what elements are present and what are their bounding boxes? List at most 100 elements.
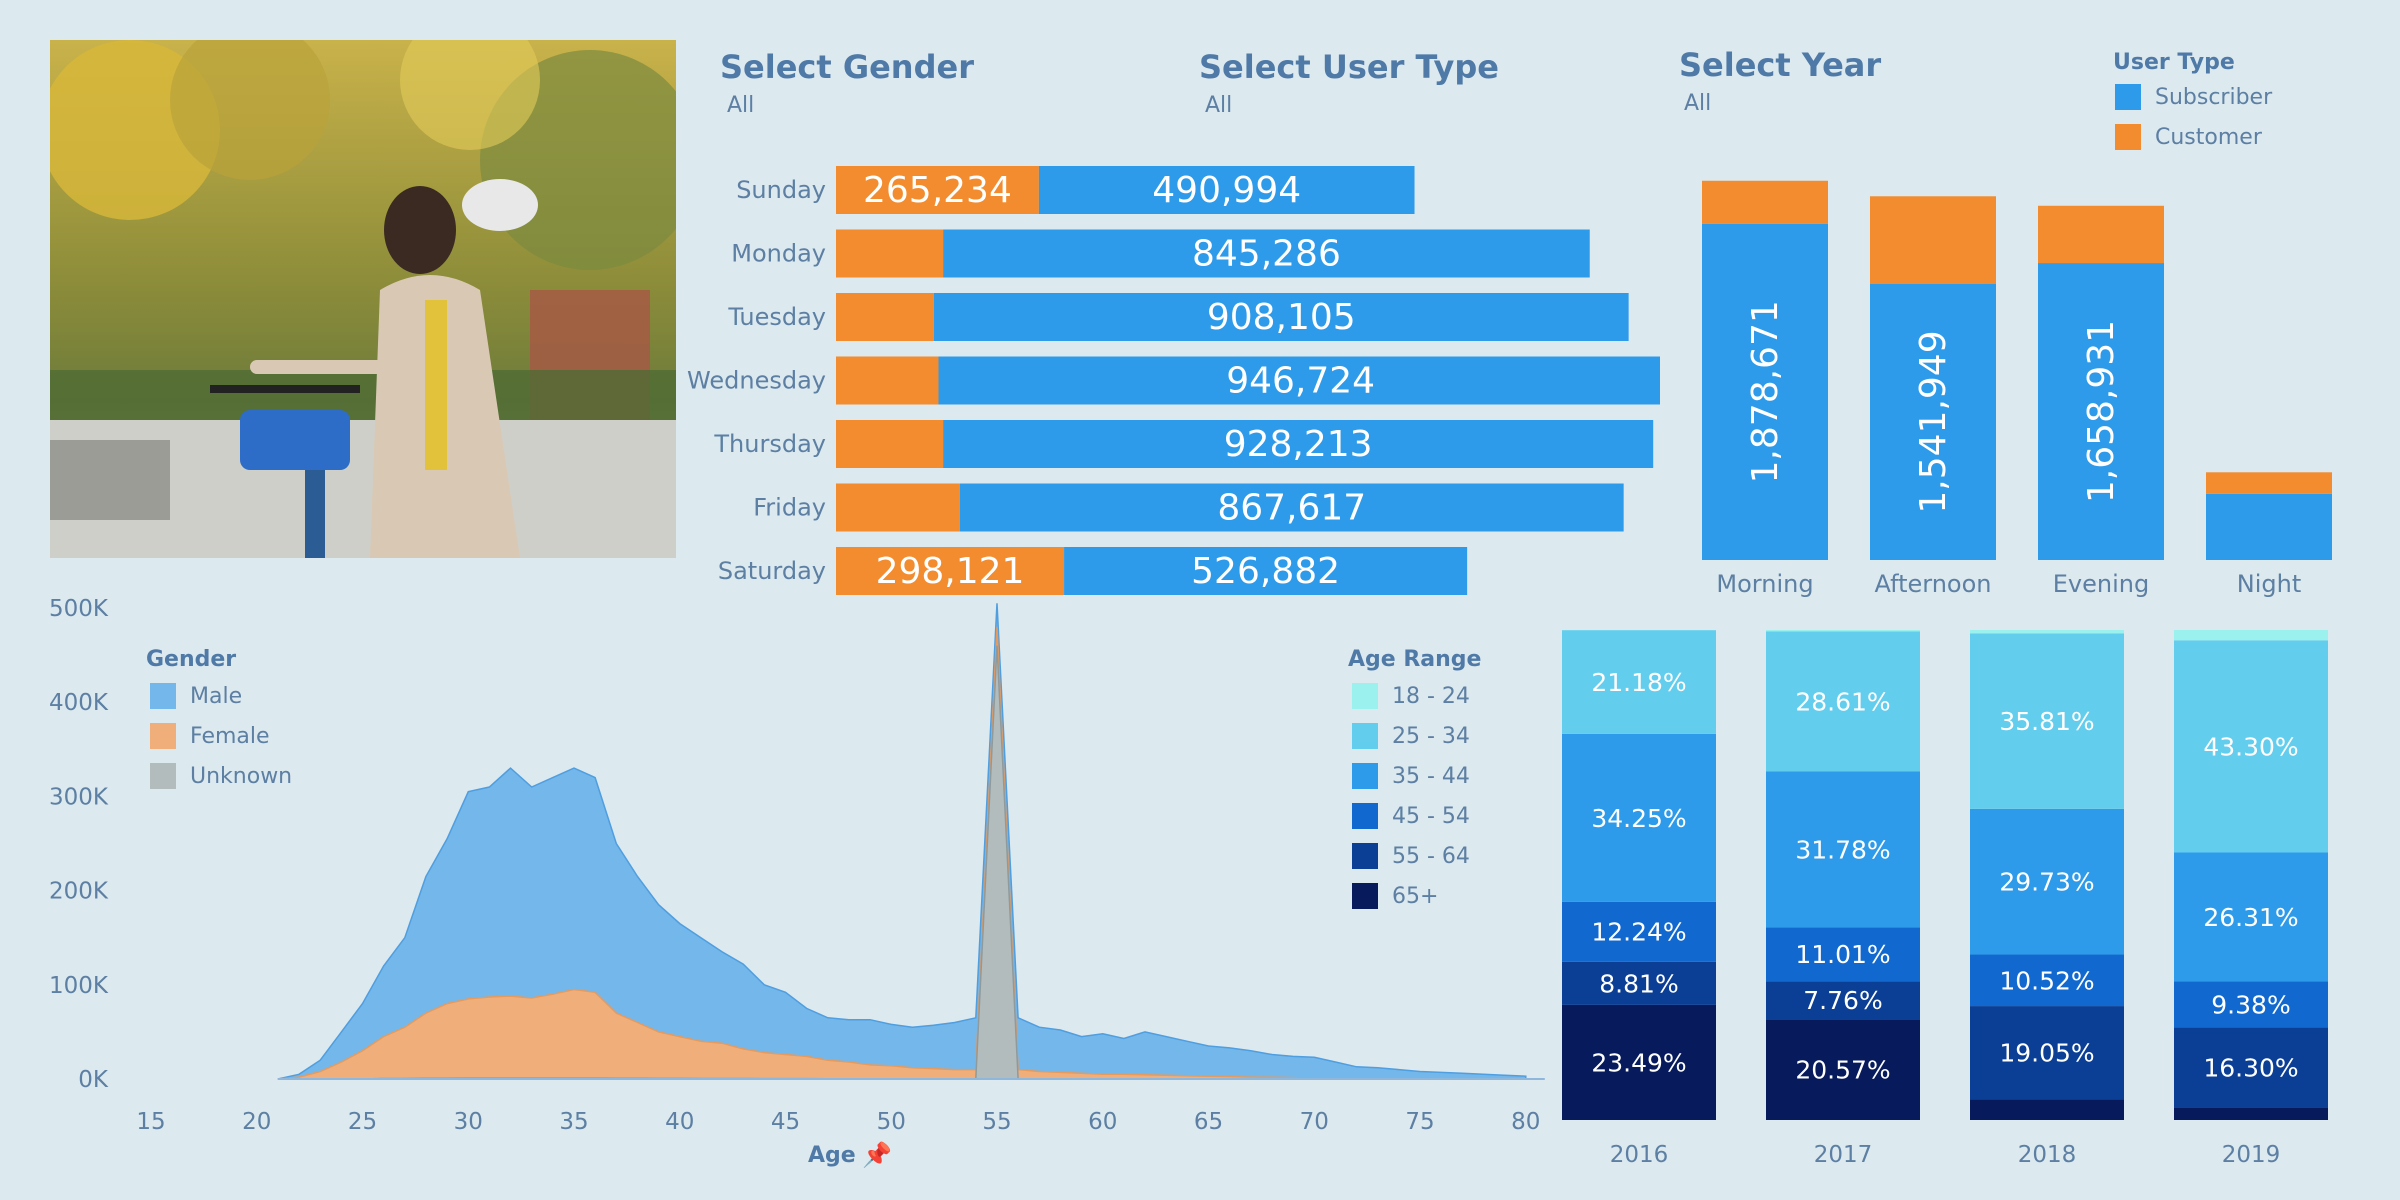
bar-customer-evening[interactable] [2038, 205, 2164, 264]
bar-customer-friday[interactable] [836, 483, 960, 532]
subscriber-swatch [2115, 84, 2141, 110]
x-tick-label: 50 [877, 1109, 906, 1135]
bar-subscriber-afternoon[interactable] [1870, 283, 1996, 560]
segment-55-64-2019[interactable] [2174, 1027, 2328, 1108]
x-tick-label: 20 [242, 1109, 271, 1135]
segment-55-64-2016[interactable] [1562, 961, 1716, 1005]
area-male[interactable] [277, 603, 1527, 1080]
legend-item-age-25-34[interactable]: 25 - 34 [1352, 723, 1470, 749]
segment-65-2016[interactable] [1562, 1004, 1716, 1120]
x-tick-label: 80 [1511, 1109, 1540, 1135]
time-label-night: Night [2237, 570, 2301, 598]
bar-subscriber-thursday[interactable] [943, 420, 1654, 468]
legend-item-age-55-64[interactable]: 55 - 64 [1352, 843, 1470, 869]
x-tick-label: 65 [1194, 1109, 1223, 1135]
user-type-filter-title: Select User Type [1199, 48, 1499, 86]
bar-customer-sunday[interactable] [836, 166, 1039, 214]
y-tick-label: 400K [49, 690, 109, 716]
segment-65-2019[interactable] [2174, 1107, 2328, 1120]
segment-35-44-2019[interactable] [2174, 852, 2328, 982]
segment-25-34-2017[interactable] [1766, 631, 1920, 772]
bar-subscriber-wednesday[interactable] [938, 356, 1660, 405]
segment-25-34-2016[interactable] [1562, 630, 1716, 734]
age-area-chart: 0K 100K 200K 300K 400K 500K 15 20 25 30 35 40 45 50 55… [49, 596, 1545, 1135]
bar-customer-night[interactable] [2206, 472, 2332, 494]
bar-subscriber-monday[interactable] [943, 229, 1590, 278]
age-25-34-swatch [1352, 723, 1378, 749]
bar-subscriber-tuesday[interactable] [933, 293, 1629, 341]
legend-item-customer[interactable]: Customer [2115, 124, 2262, 150]
year-filter-dropdown[interactable]: All [1684, 91, 1712, 116]
segment-35-44-2017[interactable] [1766, 771, 1920, 928]
bar-customer-thursday[interactable] [836, 420, 944, 468]
bar-subscriber-morning[interactable] [1702, 223, 1828, 560]
segment-label: 12.24% [1591, 918, 1686, 947]
user-type-filter-dropdown[interactable]: All [1205, 93, 1233, 118]
y-tick-label: 0K [78, 1067, 109, 1093]
bar-customer-tuesday[interactable] [836, 293, 934, 341]
x-tick-label: 55 [982, 1109, 1011, 1135]
legend-item-unknown[interactable]: Unknown [150, 763, 292, 789]
segment-18-24-2017[interactable] [1766, 630, 1920, 632]
bar-customer-saturday[interactable] [836, 547, 1065, 595]
segment-18-24-2018[interactable] [1970, 630, 2124, 634]
legend-label-customer: Customer [2155, 124, 2262, 150]
legend-label-age-25-34: 25 - 34 [1392, 723, 1470, 749]
segment-label: 28.61% [1795, 687, 1890, 716]
segment-55-64-2018[interactable] [1970, 1006, 2124, 1100]
segment-label: 9.38% [2211, 990, 2290, 1019]
bar-subscriber-friday[interactable] [959, 483, 1624, 532]
bar-customer-morning[interactable] [1702, 180, 1828, 224]
x-tick-label: 25 [348, 1109, 377, 1135]
segment-18-24-2019[interactable] [2174, 630, 2328, 641]
segment-65-2018[interactable] [1970, 1099, 2124, 1120]
bar-customer-wednesday[interactable] [836, 356, 939, 405]
bar-subscriber-evening[interactable] [2038, 263, 2164, 560]
year-label-2018: 2018 [2018, 1142, 2077, 1168]
year-label-2019: 2019 [2222, 1142, 2281, 1168]
user-type-legend-title: User Type [2113, 50, 2235, 75]
segment-label: 34.25% [1591, 804, 1686, 833]
legend-item-age-18-24[interactable]: 18 - 24 [1352, 683, 1470, 709]
legend-item-female[interactable]: Female [150, 723, 270, 749]
bar-subscriber-saturday[interactable] [1064, 547, 1468, 595]
age-65-plus-swatch [1352, 883, 1378, 909]
legend-item-age-65-plus[interactable]: 65+ [1352, 883, 1438, 909]
segment-45-54-2017[interactable] [1766, 927, 1920, 982]
segment-65-2017[interactable] [1766, 1019, 1920, 1120]
age-35-44-swatch [1352, 763, 1378, 789]
x-tick-label: 40 [665, 1109, 694, 1135]
segment-55-64-2017[interactable] [1766, 981, 1920, 1020]
bar-subscriber-night[interactable] [2206, 493, 2332, 560]
segment-35-44-2018[interactable] [1970, 808, 2124, 955]
legend-label-age-55-64: 55 - 64 [1392, 843, 1470, 869]
segment-45-54-2019[interactable] [2174, 981, 2328, 1028]
segment-label: 29.73% [1999, 868, 2094, 897]
segment-label: 35.81% [1999, 707, 2094, 736]
gender-filter-dropdown[interactable]: All [727, 93, 755, 118]
weekday-label-monday: Monday [731, 240, 826, 268]
legend-item-subscriber[interactable]: Subscriber [2115, 84, 2272, 110]
segment-25-34-2018[interactable] [1970, 633, 2124, 809]
legend-label-age-18-24: 18 - 24 [1392, 683, 1470, 709]
data-label-customer-sunday: 265,234 [863, 170, 1012, 211]
bar-subscriber-sunday[interactable] [1038, 166, 1415, 214]
bar-customer-afternoon[interactable] [1870, 196, 1996, 284]
data-label-customer-saturday: 298,121 [876, 551, 1025, 592]
pin-icon[interactable]: 📌 [862, 1141, 892, 1169]
segment-45-54-2016[interactable] [1562, 901, 1716, 962]
legend-item-age-35-44[interactable]: 35 - 44 [1352, 763, 1470, 789]
male-swatch [150, 683, 176, 709]
legend-item-male[interactable]: Male [150, 683, 242, 709]
age-18-24-swatch [1352, 683, 1378, 709]
data-label-subscriber-friday: 867,617 [1217, 488, 1366, 529]
legend-item-age-45-54[interactable]: 45 - 54 [1352, 803, 1470, 829]
segment-45-54-2018[interactable] [1970, 954, 2124, 1007]
segment-label: 19.05% [1999, 1039, 2094, 1068]
segment-25-34-2019[interactable] [2174, 640, 2328, 853]
data-label-subscriber-tuesday: 908,105 [1207, 297, 1356, 338]
weekday-label-friday: Friday [753, 494, 826, 522]
bar-customer-monday[interactable] [836, 229, 944, 278]
segment-35-44-2016[interactable] [1562, 733, 1716, 902]
x-tick-label: 70 [1300, 1109, 1329, 1135]
